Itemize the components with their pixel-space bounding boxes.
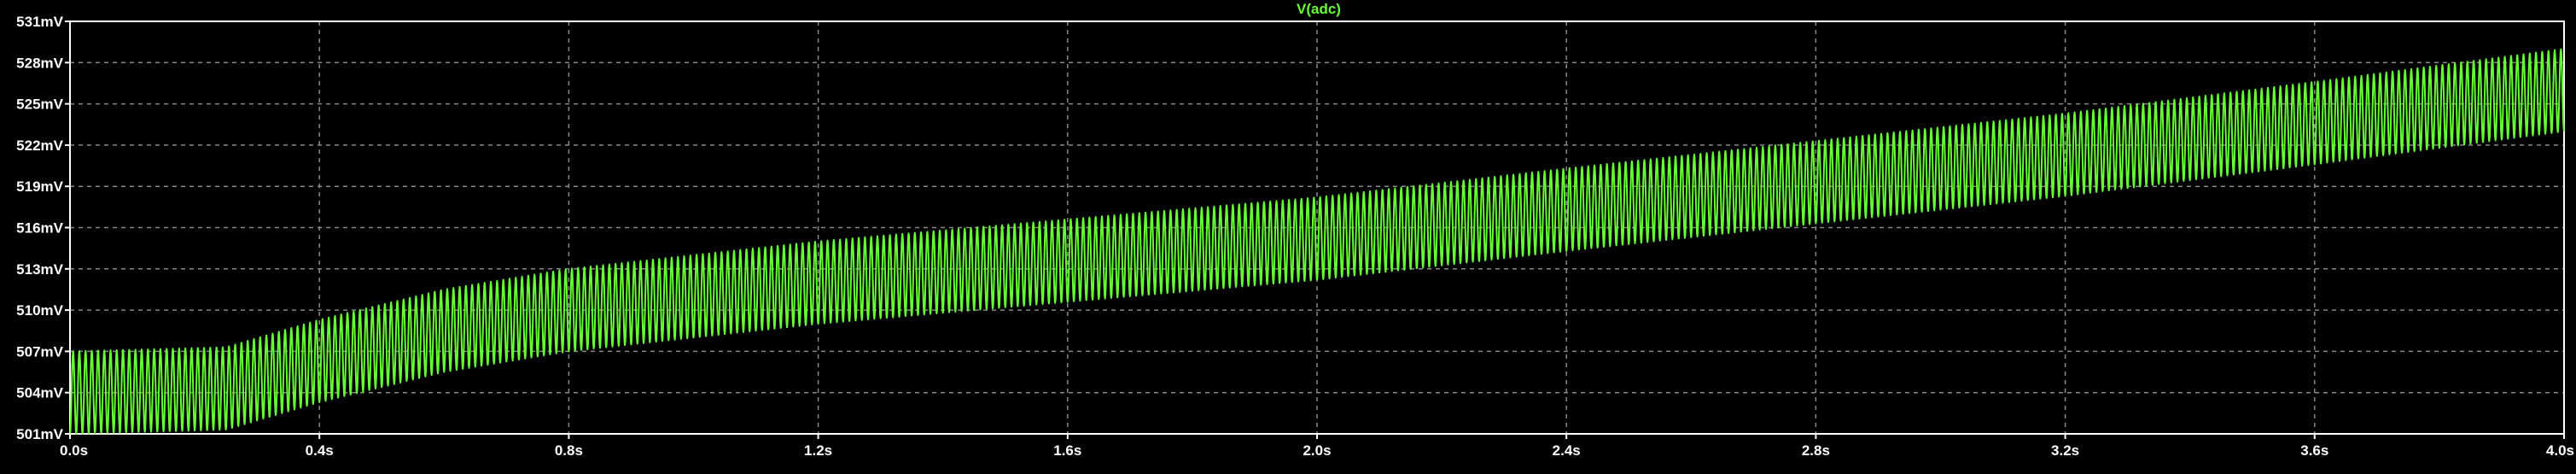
y-tick-label: 531mV [16,14,63,30]
x-tick-label: 2.4s [1553,442,1581,459]
x-tick-label: 2.0s [1303,442,1331,459]
y-tick-label: 501mV [16,426,63,442]
y-tick-label: 528mV [16,55,63,71]
y-axis-tick-labels: 501mV 504mV 507mV 510mV 513mV 516mV 519mV 522mV… [16,14,70,442]
x-tick-label: 0.8s [555,442,583,459]
x-tick-label: 1.2s [804,442,832,459]
y-tick-label: 525mV [16,97,63,113]
series-layer [69,48,2565,435]
x-tick-label: 3.2s [2051,442,2079,459]
y-tick-label: 510mV [16,302,63,319]
x-tick-label: 0.0s [60,442,88,459]
x-tick-label: 4.0s [2546,442,2574,459]
y-tick-label: 516mV [16,220,63,237]
y-tick-label: 519mV [16,178,63,195]
x-tick-label: 1.6s [1053,442,1081,459]
x-tick-label: 2.8s [1802,442,1830,459]
trace-title[interactable]: V(adc) [1297,1,1341,17]
x-tick-label: 3.6s [2300,442,2328,459]
y-tick-label: 504mV [16,385,63,401]
y-tick-label: 507mV [16,343,63,360]
x-axis-tick-labels: 0.0s 0.4s 0.8s 1.2s 1.6s 2.0s 2.4s 2.8s 3.2s 3.6s… [60,434,2574,459]
y-tick-label: 522mV [16,138,63,154]
x-tick-label: 0.4s [306,442,334,459]
y-tick-label: 513mV [16,261,63,278]
series-line-v-adc [69,48,2565,435]
